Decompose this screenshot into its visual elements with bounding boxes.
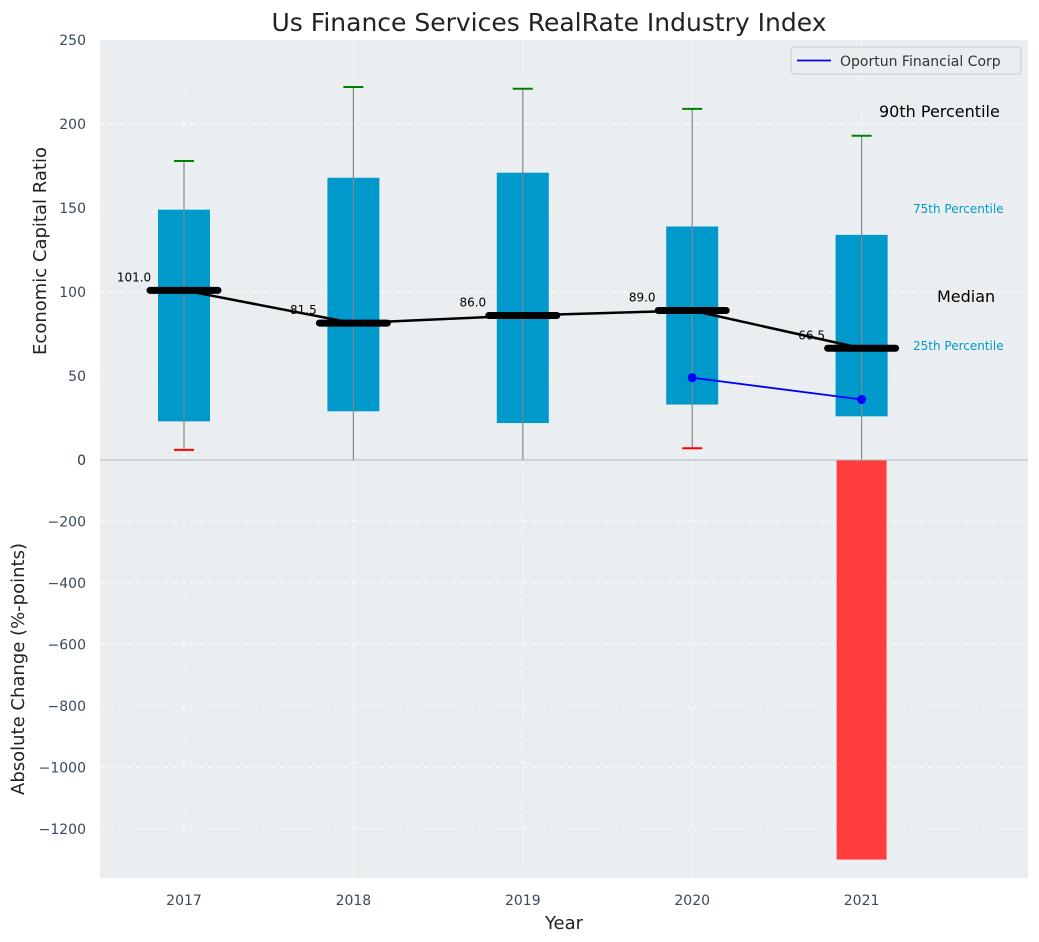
bottom-y-tick-label: −1000 — [39, 760, 86, 776]
bottom-y-tick-label: −1200 — [39, 822, 86, 838]
x-tick-label: 2020 — [674, 893, 710, 909]
top-y-tick-label: 0 — [77, 453, 86, 469]
annotation-median: Median — [937, 287, 995, 306]
median-value-label: 81.5 — [290, 303, 317, 317]
bottom-y-tick-label: −600 — [48, 637, 86, 653]
annotation-90th-percentile: 90th Percentile — [879, 102, 1000, 121]
x-axis-label: Year — [544, 913, 584, 934]
legend-box — [790, 46, 1022, 75]
median-value-label: 66.5 — [798, 328, 825, 342]
bottom-y-tick-label: −800 — [48, 699, 86, 715]
annotation-75th-percentile: 75th Percentile — [913, 202, 1004, 216]
axis-ticks: 0501001502002500−200−400−600−800−1000−12… — [39, 33, 880, 909]
median-value-label: 101.0 — [117, 270, 151, 284]
median-value-label: 89.0 — [629, 290, 656, 304]
top-y-tick-label: 250 — [59, 33, 86, 49]
x-tick-label: 2017 — [166, 893, 202, 909]
x-tick-label: 2018 — [336, 893, 372, 909]
bottom-y-axis-label: Absolute Change (%-points) — [8, 543, 29, 795]
bottom-y-tick-label: −200 — [48, 514, 86, 530]
bottom-y-tick-label: 0 — [77, 453, 86, 469]
bottom-y-tick-label: −400 — [48, 576, 86, 592]
x-tick-label: 2019 — [505, 893, 541, 909]
legend-entry-company: Oportun Financial Corp — [840, 54, 1001, 70]
company-series-point — [857, 395, 867, 405]
top-y-axis-label: Economic Capital Ratio — [30, 147, 51, 355]
top-y-tick-label: 150 — [59, 201, 86, 217]
change-bars — [836, 460, 887, 860]
top-y-tick-label: 100 — [59, 285, 86, 301]
company-series-line — [692, 376, 862, 401]
top-y-tick-label: 200 — [59, 117, 86, 133]
percentile-boxes — [158, 86, 888, 460]
chart-title: Us Finance Services RealRate Industry In… — [272, 8, 827, 37]
median-line-layer: 101.0 81.5 86.0 89.0 66.5 — [117, 270, 900, 405]
legend: Oportun Financial Corp — [790, 46, 1022, 75]
company-series-point — [687, 373, 697, 383]
x-tick-label: 2021 — [844, 893, 880, 909]
top-y-tick-label: 50 — [68, 369, 86, 385]
bottom-panel-background — [100, 460, 1028, 878]
annotation-25th-percentile: 25th Percentile — [913, 339, 1004, 353]
change-bar — [836, 460, 887, 860]
median-value-label: 86.0 — [459, 296, 486, 310]
